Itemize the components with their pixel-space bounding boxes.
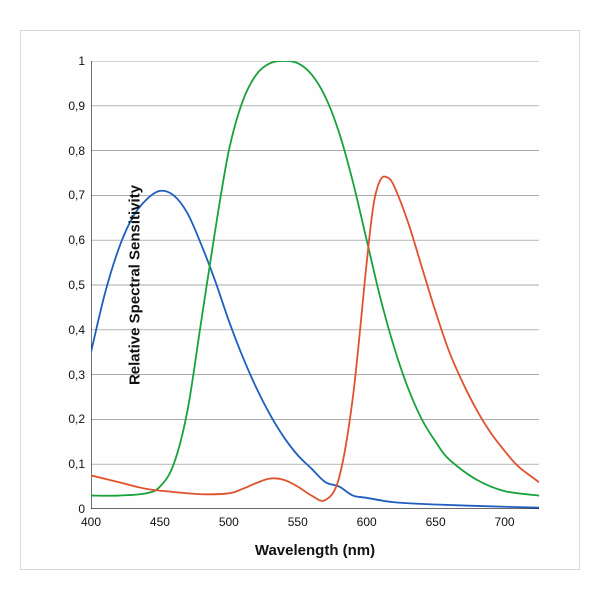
ytick-label: 0,7 [68,188,91,202]
xtick-label: 650 [426,509,446,529]
ytick-label: 0,9 [68,99,91,113]
page-outer: Relative Spectral Sensitivity Wavelength… [0,0,600,600]
xtick-label: 600 [357,509,377,529]
xtick-label: 700 [495,509,515,529]
ytick-label: 0,6 [68,233,91,247]
xtick-label: 550 [288,509,308,529]
chart-panel: Relative Spectral Sensitivity Wavelength… [20,30,580,570]
series-red [91,176,539,500]
ytick-label: 0,8 [68,144,91,158]
chart-area: Relative Spectral Sensitivity Wavelength… [91,61,539,509]
xtick-label: 400 [81,509,101,529]
series-green [91,61,539,496]
chart-svg [91,61,539,509]
ytick-label: 0,3 [68,368,91,382]
ytick-label: 0,5 [68,278,91,292]
y-axis-label: Relative Spectral Sensitivity [127,185,144,385]
ytick-label: 1 [78,54,91,68]
xtick-label: 500 [219,509,239,529]
ytick-label: 0,1 [68,457,91,471]
series-blue [91,191,539,508]
x-axis-label: Wavelength (nm) [255,542,375,559]
xtick-label: 450 [150,509,170,529]
ytick-label: 0,4 [68,323,91,337]
ytick-label: 0,2 [68,412,91,426]
